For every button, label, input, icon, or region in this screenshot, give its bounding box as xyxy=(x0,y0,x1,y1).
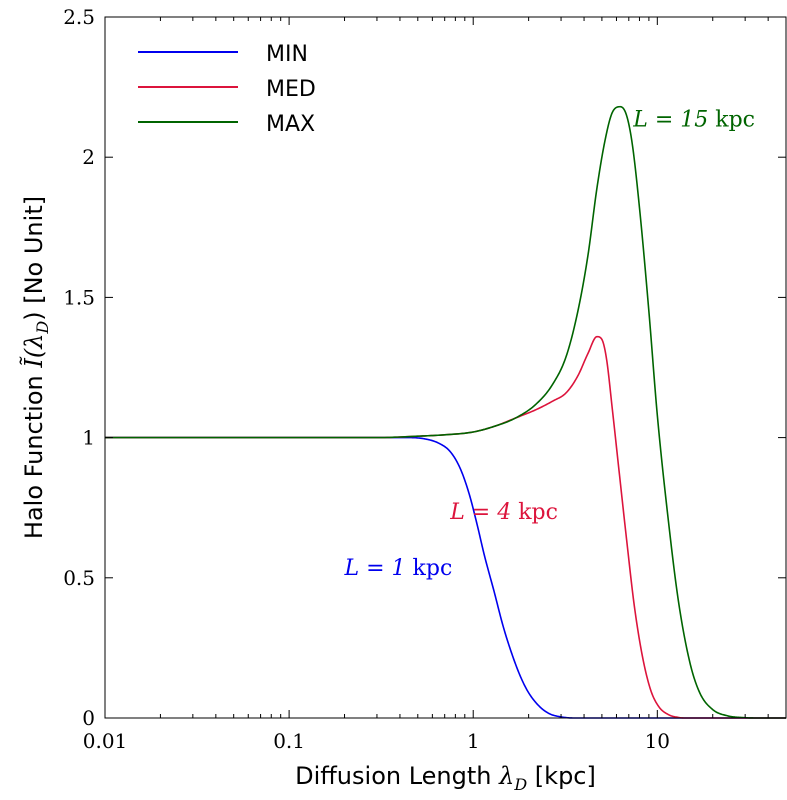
y-tick-label: 1 xyxy=(82,426,95,450)
x-axis-title: Diffusion Length λD [kpc] xyxy=(295,762,596,794)
curve-annotation: L = 4 kpc xyxy=(449,500,558,525)
y-tick-label: 0.5 xyxy=(63,566,95,590)
y-tick-label: 2.5 xyxy=(63,5,95,29)
legend-label: MAX xyxy=(266,112,315,137)
y-tick-label: 1.5 xyxy=(63,285,95,309)
x-tick-label: 1 xyxy=(467,729,480,753)
axis-ticks: 0.01 0.1 1 10 0 0.5 1 1.5 2 2.5 xyxy=(63,5,786,753)
curves xyxy=(105,105,786,719)
x-tick-label: 0.1 xyxy=(273,729,305,753)
plot-background xyxy=(105,17,786,718)
plot-frame xyxy=(104,16,787,719)
x-tick-label: 10 xyxy=(645,729,670,753)
legend: MIN MED MAX xyxy=(138,42,316,137)
series-line-max xyxy=(105,105,786,719)
legend-label: MED xyxy=(266,77,316,102)
y-axis-title: Halo Function Ĩ(λD) [No Unit] xyxy=(19,196,52,539)
curve-annotation: L = 1 kpc xyxy=(344,556,453,581)
y-tick-label: 2 xyxy=(82,145,95,169)
series-line-min xyxy=(105,436,786,719)
legend-label: MIN xyxy=(266,42,308,67)
y-tick-label: 0 xyxy=(82,706,95,730)
curve-annotations: L = 1 kpc L = 4 kpc L = 15 kpc xyxy=(344,107,755,581)
plot-area xyxy=(105,17,786,718)
curve-annotation: L = 15 kpc xyxy=(632,107,755,132)
x-tick-label: 0.01 xyxy=(83,729,128,753)
